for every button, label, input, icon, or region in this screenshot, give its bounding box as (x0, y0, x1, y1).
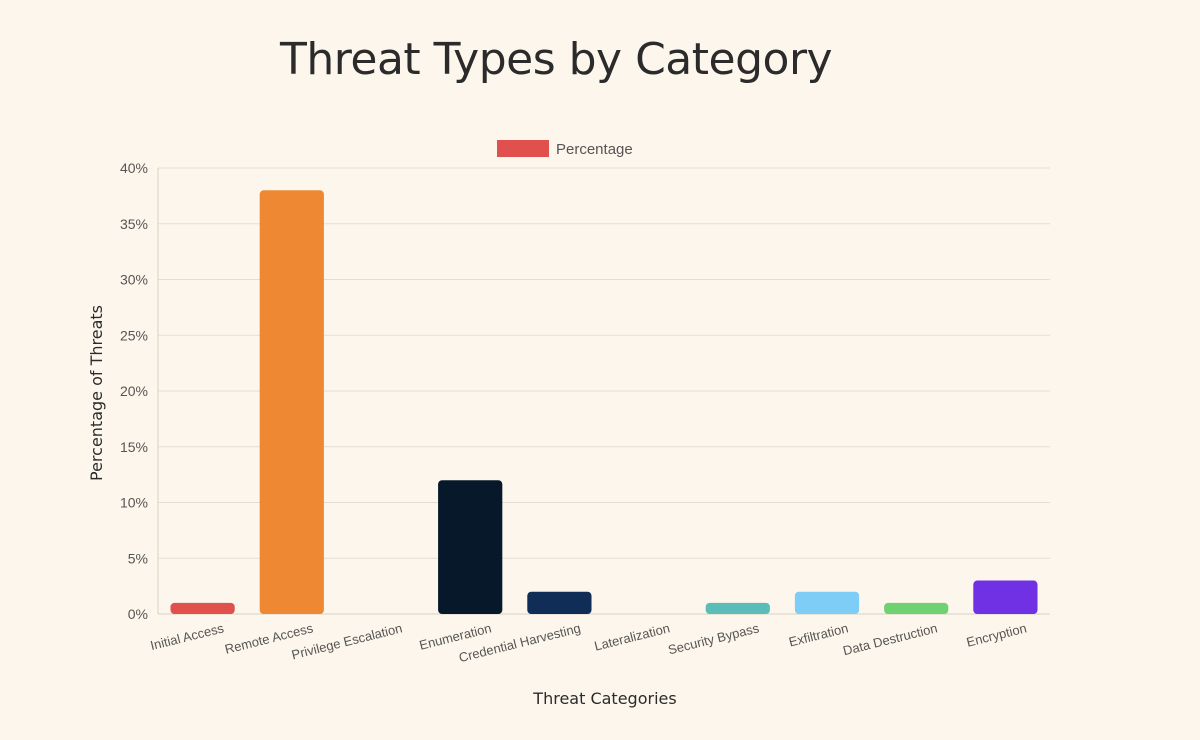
y-tick-label: 10% (120, 495, 148, 511)
x-tick-label: Data Destruction (841, 620, 939, 658)
y-tick-label: 15% (120, 439, 148, 455)
bar (705, 602, 770, 614)
bar (438, 480, 503, 614)
bar (170, 602, 235, 614)
y-tick-label: 25% (120, 327, 148, 343)
y-tick-label: 0% (128, 606, 148, 622)
chart-title: Threat Types by Category (280, 34, 833, 85)
bar (259, 190, 324, 615)
bar (973, 580, 1038, 614)
x-axis-title: Threat Categories (532, 689, 676, 708)
y-tick-label: 20% (120, 383, 148, 399)
x-tick-label: Exfiltration (787, 620, 850, 649)
y-axis-title: Percentage of Threats (87, 305, 106, 481)
legend-label: Percentage (556, 141, 633, 158)
x-tick-label: Initial Access (149, 620, 226, 653)
bar (794, 591, 860, 614)
bar (884, 602, 949, 614)
legend-swatch (497, 140, 549, 157)
y-tick-label: 40% (120, 160, 148, 176)
y-tick-label: 5% (128, 550, 148, 566)
x-tick-label: Security Bypass (666, 620, 761, 657)
bar (527, 591, 592, 614)
x-tick-label: Encryption (965, 620, 1028, 649)
y-tick-label: 35% (120, 216, 148, 232)
x-tick-label: Lateralization (593, 620, 672, 653)
y-tick-label: 30% (120, 272, 148, 288)
